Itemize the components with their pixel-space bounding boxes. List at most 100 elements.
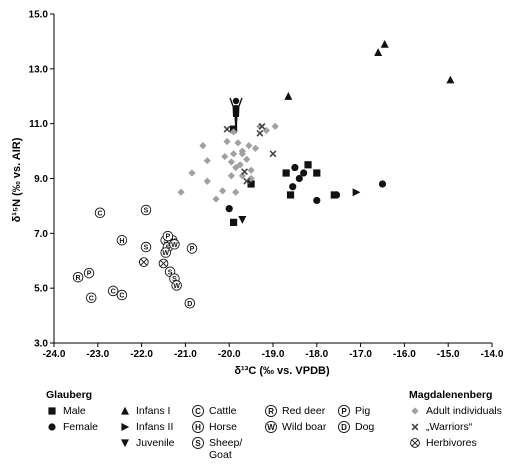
point-male <box>229 218 238 226</box>
y-tick-label: 11.0 <box>29 119 48 130</box>
point-male <box>313 169 321 177</box>
point-infans2 <box>352 188 361 197</box>
point-female <box>291 163 299 172</box>
point-adult <box>219 187 227 195</box>
point-female <box>378 180 387 188</box>
y-tick-label: 13.0 <box>29 64 49 75</box>
series-warriors <box>223 122 277 185</box>
y-tick-label: 15.0 <box>29 10 49 21</box>
point-adult <box>177 188 185 196</box>
series-juvenile <box>238 216 247 224</box>
point-adult <box>227 172 235 180</box>
svg-text:P: P <box>87 271 92 278</box>
point-female <box>225 205 233 213</box>
svg-text:C: C <box>119 293 124 300</box>
point-cattle: C <box>107 285 119 297</box>
point-female <box>332 191 341 199</box>
x-tick-label: -14.0 <box>481 349 504 360</box>
point-male <box>304 161 312 169</box>
point-adult <box>212 195 220 203</box>
svg-text:S: S <box>168 269 173 276</box>
series-infans1 <box>284 39 455 100</box>
point-reddeer: R <box>72 271 84 283</box>
x-tick-label: -23.0 <box>86 349 109 360</box>
series-adult <box>177 122 279 203</box>
series-horse: H <box>116 234 128 246</box>
series-dog: D <box>184 297 196 309</box>
point-adult <box>229 150 238 158</box>
human-figure-icon <box>229 97 243 126</box>
point-infans1 <box>374 48 383 56</box>
point-herbivores <box>138 257 149 267</box>
data-points: CCCCHSSSSSSRWWWWPPPD <box>72 39 455 309</box>
series-pig: P P P <box>83 230 198 279</box>
point-pig: P <box>162 230 174 242</box>
x-tick-label: -19.0 <box>262 349 285 360</box>
svg-text:W: W <box>171 242 178 249</box>
series-female <box>225 163 387 213</box>
svg-text:P: P <box>190 246 195 253</box>
svg-text:S: S <box>144 208 149 215</box>
point-adult <box>256 122 264 131</box>
point-female <box>295 174 303 183</box>
svg-text:R: R <box>76 275 81 282</box>
series-wildboar: WWWW <box>160 234 182 291</box>
point-adult <box>238 147 246 155</box>
x-tick-label: -15.0 <box>437 349 460 360</box>
point-pig: P <box>186 243 198 254</box>
svg-text:S: S <box>163 238 168 245</box>
point-female <box>289 183 297 191</box>
point-male <box>247 180 255 188</box>
point-warriors <box>241 168 248 176</box>
point-adult <box>247 174 255 183</box>
x-tick-label: -18.0 <box>305 349 328 360</box>
point-adult <box>238 172 246 180</box>
point-juvenile <box>238 216 247 224</box>
point-adult <box>245 142 253 150</box>
x-tick-label: -21.0 <box>174 349 197 360</box>
svg-text:C: C <box>111 289 116 296</box>
svg-text:D: D <box>187 301 192 308</box>
point-sheep: S <box>140 204 152 216</box>
y-tick-label: 3.0 <box>34 339 48 350</box>
point-adult <box>232 188 240 196</box>
point-adult <box>243 155 251 163</box>
point-cattle: C <box>116 289 128 301</box>
point-herbivores <box>158 258 169 269</box>
point-sheep: S <box>140 241 152 253</box>
point-dog: D <box>184 297 196 309</box>
series-herbivores <box>138 257 169 269</box>
point-infans1 <box>284 92 293 100</box>
point-male <box>282 169 290 177</box>
svg-text:H: H <box>119 238 124 245</box>
point-warriors <box>258 122 266 130</box>
svg-text:S: S <box>144 245 149 252</box>
point-adult <box>236 161 244 169</box>
axes <box>50 13 493 347</box>
point-adult <box>223 137 231 146</box>
point-wildboar: W <box>171 280 182 291</box>
x-tick-label: -20.0 <box>218 349 241 360</box>
svg-text:C: C <box>97 210 102 217</box>
point-warriors <box>269 150 277 158</box>
y-axis-label: δ¹⁵N (‰ vs. AIR) <box>11 137 23 222</box>
point-adult <box>247 166 255 174</box>
x-tick-label: -16.0 <box>393 349 416 360</box>
y-tick-label: 7.0 <box>34 229 48 240</box>
point-male <box>286 191 295 199</box>
point-warriors <box>243 177 251 185</box>
point-adult <box>199 142 207 150</box>
point-female <box>313 196 321 205</box>
point-adult <box>251 144 260 152</box>
point-wildboar: W <box>169 239 180 250</box>
point-cattle: C <box>94 207 106 219</box>
y-tick-label: 9.0 <box>34 174 48 185</box>
point-infans1 <box>380 39 389 48</box>
svg-text:W: W <box>162 250 169 257</box>
y-tick-label: 5.0 <box>34 284 48 295</box>
point-horse: H <box>116 234 128 246</box>
point-adult <box>271 122 279 131</box>
x-tick-label: -22.0 <box>130 349 153 360</box>
